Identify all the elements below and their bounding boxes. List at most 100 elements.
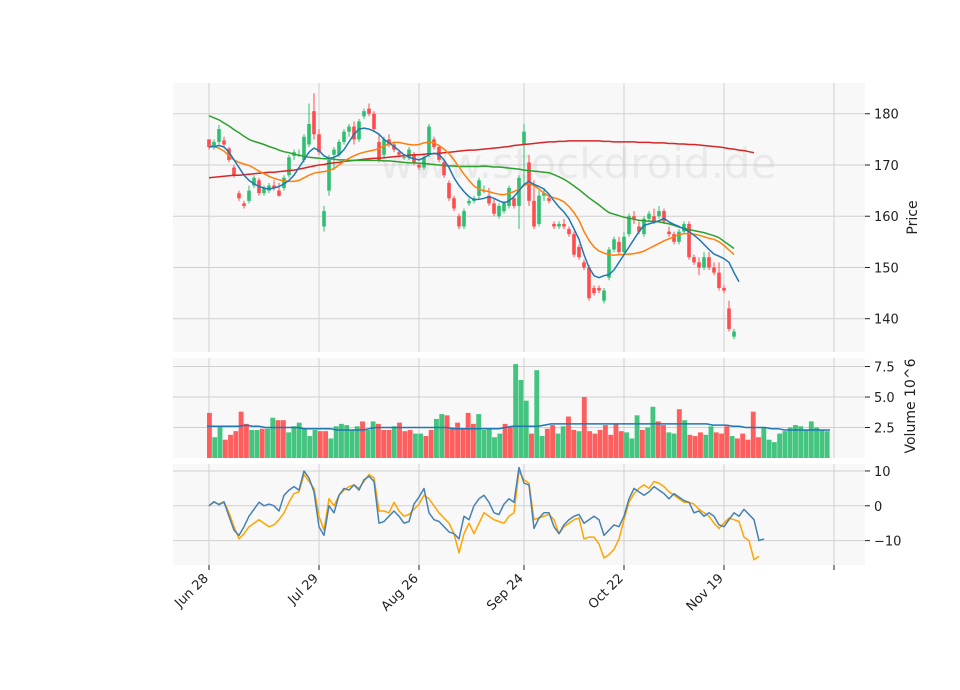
candle-body xyxy=(712,267,716,273)
volume-bar xyxy=(787,427,793,458)
volume-bar xyxy=(344,425,350,458)
oscillator-tick-label: 10 xyxy=(874,465,891,480)
volume-bar xyxy=(228,434,233,458)
volume-bar xyxy=(687,434,693,458)
candle-body xyxy=(387,139,391,145)
volume-bar xyxy=(581,397,587,458)
candle-body xyxy=(602,290,606,301)
candle-body xyxy=(247,190,251,201)
volume-bar xyxy=(602,425,608,458)
candle-body xyxy=(307,123,311,145)
candle-body xyxy=(657,211,661,217)
volume-bar xyxy=(460,428,466,458)
volume-bar xyxy=(639,429,645,458)
x-tick-label: Jun 28 xyxy=(172,571,212,611)
moving-averages-group xyxy=(208,115,755,283)
candle-body xyxy=(492,203,496,214)
volume-bar xyxy=(349,429,355,458)
volume-bar xyxy=(750,411,756,458)
volume-bar xyxy=(682,420,688,458)
volume-bar xyxy=(428,429,434,458)
candle-body xyxy=(262,188,266,194)
volume-bar xyxy=(734,438,740,458)
volume-bar xyxy=(275,420,281,458)
volume-bar xyxy=(803,429,809,458)
candle-body xyxy=(667,231,671,235)
volume-bar xyxy=(576,431,582,458)
volume-bar xyxy=(207,412,212,458)
volume-bar xyxy=(222,439,228,458)
volume-bar xyxy=(391,426,397,458)
candle-body xyxy=(442,162,446,176)
candle-body xyxy=(727,308,731,329)
volume-bar xyxy=(265,428,270,458)
volume-bar xyxy=(808,421,814,458)
candle-body xyxy=(547,198,551,201)
candle-body xyxy=(312,111,316,135)
price-tick-label: 160 xyxy=(874,210,899,225)
oscillator-lines-group xyxy=(208,466,765,561)
oscillator-line-1 xyxy=(208,466,765,542)
volume-bar xyxy=(444,415,450,458)
volume-bar xyxy=(307,436,313,458)
volume-bar xyxy=(634,415,640,458)
volume-bar xyxy=(397,422,402,458)
candle-body xyxy=(517,177,521,206)
candle-body xyxy=(557,223,561,227)
candle-body xyxy=(627,216,631,235)
volume-bar xyxy=(465,412,471,458)
volume-bar xyxy=(571,429,577,458)
volume-bar xyxy=(217,426,223,458)
candle-body xyxy=(652,216,656,222)
candle-body xyxy=(222,140,226,145)
volume-bar xyxy=(402,431,408,458)
candle-body xyxy=(572,234,576,255)
candle-body xyxy=(452,198,456,209)
volume-bar xyxy=(338,423,344,458)
candle-body xyxy=(487,195,491,204)
volume-bar xyxy=(756,437,761,458)
volume-bar xyxy=(360,421,365,458)
candle-body xyxy=(647,213,651,219)
candle-body xyxy=(567,229,571,235)
volume-bar xyxy=(323,431,329,458)
x-tick-label: Oct 22 xyxy=(586,571,627,612)
volume-bar xyxy=(523,400,529,458)
volume-bar xyxy=(386,429,392,458)
price-tick-label: 180 xyxy=(874,108,899,123)
volume-bar xyxy=(740,433,746,458)
volume-bar xyxy=(492,437,497,458)
x-tick-label: Nov 19 xyxy=(684,571,727,614)
candle-body xyxy=(267,185,271,191)
candle-body xyxy=(597,287,601,291)
volume-bar xyxy=(296,422,302,458)
volume-bar xyxy=(317,431,323,458)
volume-bar xyxy=(291,426,297,458)
candle-body xyxy=(552,223,556,227)
candle-body xyxy=(227,148,231,160)
volume-bar xyxy=(566,416,571,458)
volume-bar xyxy=(645,427,651,458)
candle-body xyxy=(347,126,351,132)
volume-bar xyxy=(455,422,461,458)
candle-body xyxy=(377,141,381,160)
volume-bar xyxy=(587,431,592,458)
candle-body xyxy=(237,193,241,199)
volume-bar xyxy=(666,432,672,458)
volume-bar xyxy=(782,431,788,458)
candle-body xyxy=(287,157,291,176)
candle-body xyxy=(507,188,511,206)
volume-bar xyxy=(618,431,624,458)
volume-bar xyxy=(724,426,730,458)
volume-bar xyxy=(703,434,709,458)
volume-bar xyxy=(238,411,244,458)
candle-body xyxy=(337,141,341,155)
volume-bar xyxy=(592,433,598,458)
ma50-line xyxy=(208,115,735,250)
candle-body xyxy=(372,113,376,130)
volume-bar xyxy=(650,406,656,458)
candle-body xyxy=(512,198,516,206)
candle-body xyxy=(622,236,626,253)
